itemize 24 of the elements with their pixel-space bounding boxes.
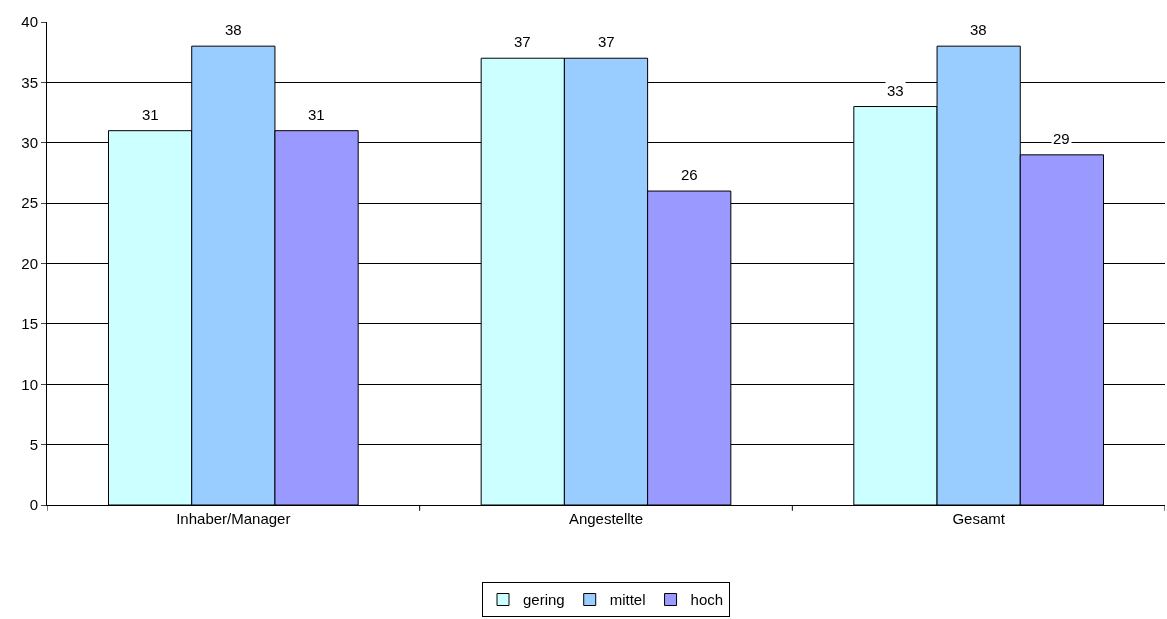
data-label: 31 — [308, 106, 325, 123]
data-label: 38 — [970, 21, 987, 38]
legend-label: gering — [523, 591, 565, 609]
data-label: 38 — [225, 21, 242, 38]
data-label: 29 — [1053, 130, 1070, 147]
data-label: 31 — [142, 106, 159, 123]
y-tick-label: 25 — [21, 194, 38, 212]
y-tick-label: 20 — [21, 254, 38, 272]
y-tick-label: 15 — [21, 315, 38, 333]
y-tick-label: 10 — [21, 375, 38, 393]
y-tick-label: 30 — [21, 134, 38, 151]
y-tick-label: 5 — [29, 435, 38, 453]
x-tick-label: Inhaber/Manager — [176, 510, 291, 527]
data-label: 37 — [598, 33, 615, 50]
x-tick-label: Angestellte — [568, 510, 644, 527]
x-tick-label: Gesamt — [952, 510, 1006, 527]
legend-label: mittel — [609, 591, 646, 609]
data-label: 26 — [681, 166, 698, 183]
legend-label: hoch — [690, 591, 724, 609]
data-label: 33 — [887, 82, 904, 99]
y-tick-label: 35 — [21, 73, 38, 91]
y-tick-label: 40 — [21, 13, 38, 31]
data-label: 37 — [514, 33, 531, 50]
y-tick-label: 0 — [29, 496, 38, 514]
